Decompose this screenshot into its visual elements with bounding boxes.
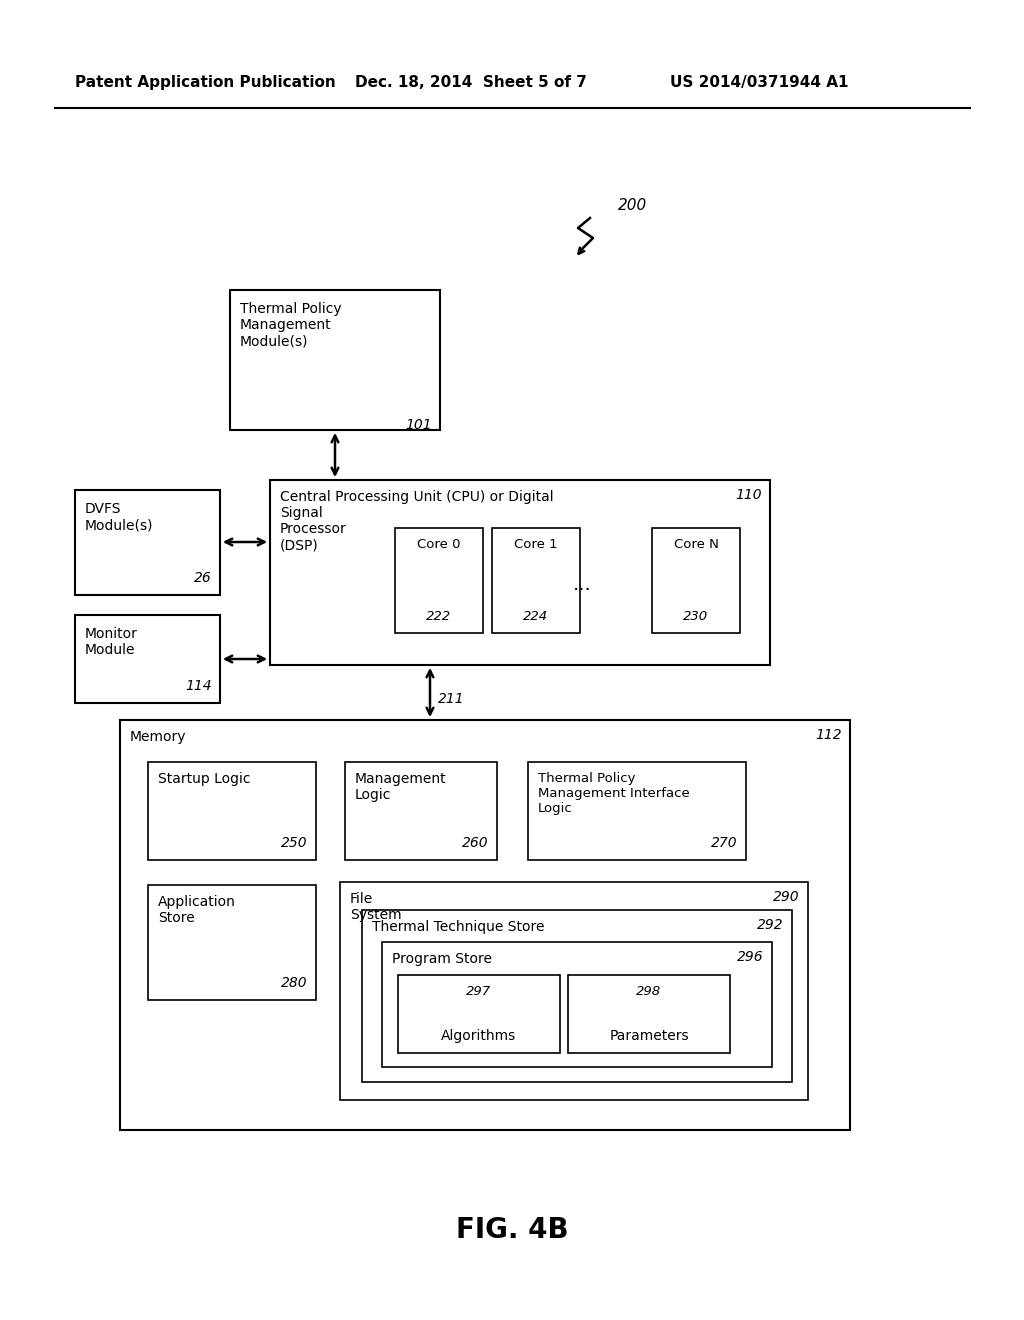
Text: 250: 250 [282,836,308,850]
Text: 110: 110 [735,488,762,502]
Bar [270,480,770,665]
Text: 222: 222 [426,610,452,623]
Text: 101: 101 [406,418,432,432]
Text: ...: ... [572,576,592,594]
Text: Program Store: Program Store [392,952,492,966]
Text: Patent Application Publication: Patent Application Publication [75,75,336,90]
Bar [568,975,730,1053]
Bar [528,762,746,861]
Bar [75,490,220,595]
Text: 298: 298 [637,985,662,998]
Text: 211: 211 [438,692,465,706]
Bar [148,884,316,1001]
Text: Thermal Policy
Management
Module(s): Thermal Policy Management Module(s) [240,302,342,348]
Bar [75,615,220,704]
Text: Core 0: Core 0 [417,539,461,550]
Text: Monitor
Module: Monitor Module [85,627,138,657]
Text: 200: 200 [618,198,647,213]
Bar [120,719,850,1130]
Bar [492,528,580,634]
Bar [230,290,440,430]
Text: 297: 297 [467,985,492,998]
Text: Central Processing Unit (CPU) or Digital
Signal
Processor
(DSP): Central Processing Unit (CPU) or Digital… [280,490,554,553]
Text: Algorithms: Algorithms [441,1030,517,1043]
Text: FIG. 4B: FIG. 4B [456,1216,568,1243]
Text: Thermal Technique Store: Thermal Technique Store [372,920,545,935]
Bar [395,528,483,634]
Text: 270: 270 [712,836,738,850]
Bar [340,882,808,1100]
Text: Startup Logic: Startup Logic [158,772,251,785]
Text: Core N: Core N [674,539,719,550]
Text: 292: 292 [758,917,784,932]
Text: Dec. 18, 2014  Sheet 5 of 7: Dec. 18, 2014 Sheet 5 of 7 [355,75,587,90]
Bar [652,528,740,634]
Text: 260: 260 [463,836,489,850]
Bar [148,762,316,861]
Text: Memory: Memory [130,730,186,744]
Text: Parameters: Parameters [609,1030,689,1043]
Bar [382,942,772,1067]
Text: 224: 224 [523,610,549,623]
Text: 290: 290 [773,890,800,904]
Text: 112: 112 [815,729,842,742]
Text: 296: 296 [737,950,764,964]
Text: File
System: File System [350,892,401,923]
Text: Core 1: Core 1 [514,539,558,550]
Text: Thermal Policy
Management Interface
Logic: Thermal Policy Management Interface Logi… [538,772,690,814]
Text: Application
Store: Application Store [158,895,236,925]
Bar [362,909,792,1082]
Bar [398,975,560,1053]
Text: 114: 114 [185,678,212,693]
Bar [345,762,497,861]
Text: DVFS
Module(s): DVFS Module(s) [85,502,154,532]
Text: 280: 280 [282,975,308,990]
Text: Management
Logic: Management Logic [355,772,446,803]
Text: 230: 230 [683,610,709,623]
Text: US 2014/0371944 A1: US 2014/0371944 A1 [670,75,849,90]
Text: 26: 26 [195,572,212,585]
